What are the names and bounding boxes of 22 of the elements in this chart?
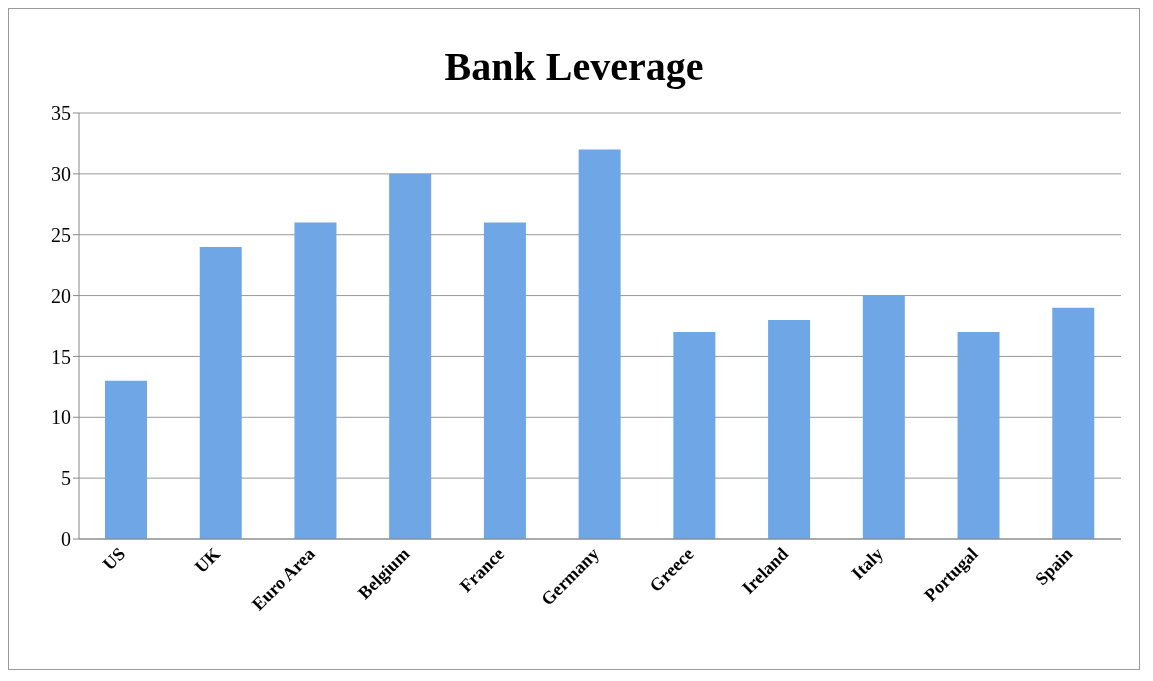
bar — [199, 246, 242, 539]
y-tick-label: 30 — [51, 162, 71, 185]
bar — [483, 222, 526, 539]
y-tick-label: 5 — [61, 467, 71, 490]
bar — [578, 149, 621, 539]
bar — [862, 295, 905, 539]
y-tick-label: 15 — [51, 345, 71, 368]
chart-title: Bank Leverage — [443, 43, 705, 91]
y-tick-label: 0 — [61, 528, 71, 551]
y-tick-label: 25 — [51, 223, 71, 246]
y-tick-label: 20 — [51, 284, 71, 307]
bar — [294, 222, 337, 539]
bar — [957, 332, 1000, 539]
bar — [389, 173, 432, 539]
bar — [673, 332, 716, 539]
bar — [1052, 307, 1095, 539]
bar — [105, 380, 147, 539]
x-tick-label: US — [98, 543, 130, 575]
y-tick-label: 10 — [51, 406, 71, 429]
x-tick-label: UK — [190, 543, 224, 577]
y-tick-label: 35 — [51, 102, 71, 125]
bar — [768, 319, 811, 539]
